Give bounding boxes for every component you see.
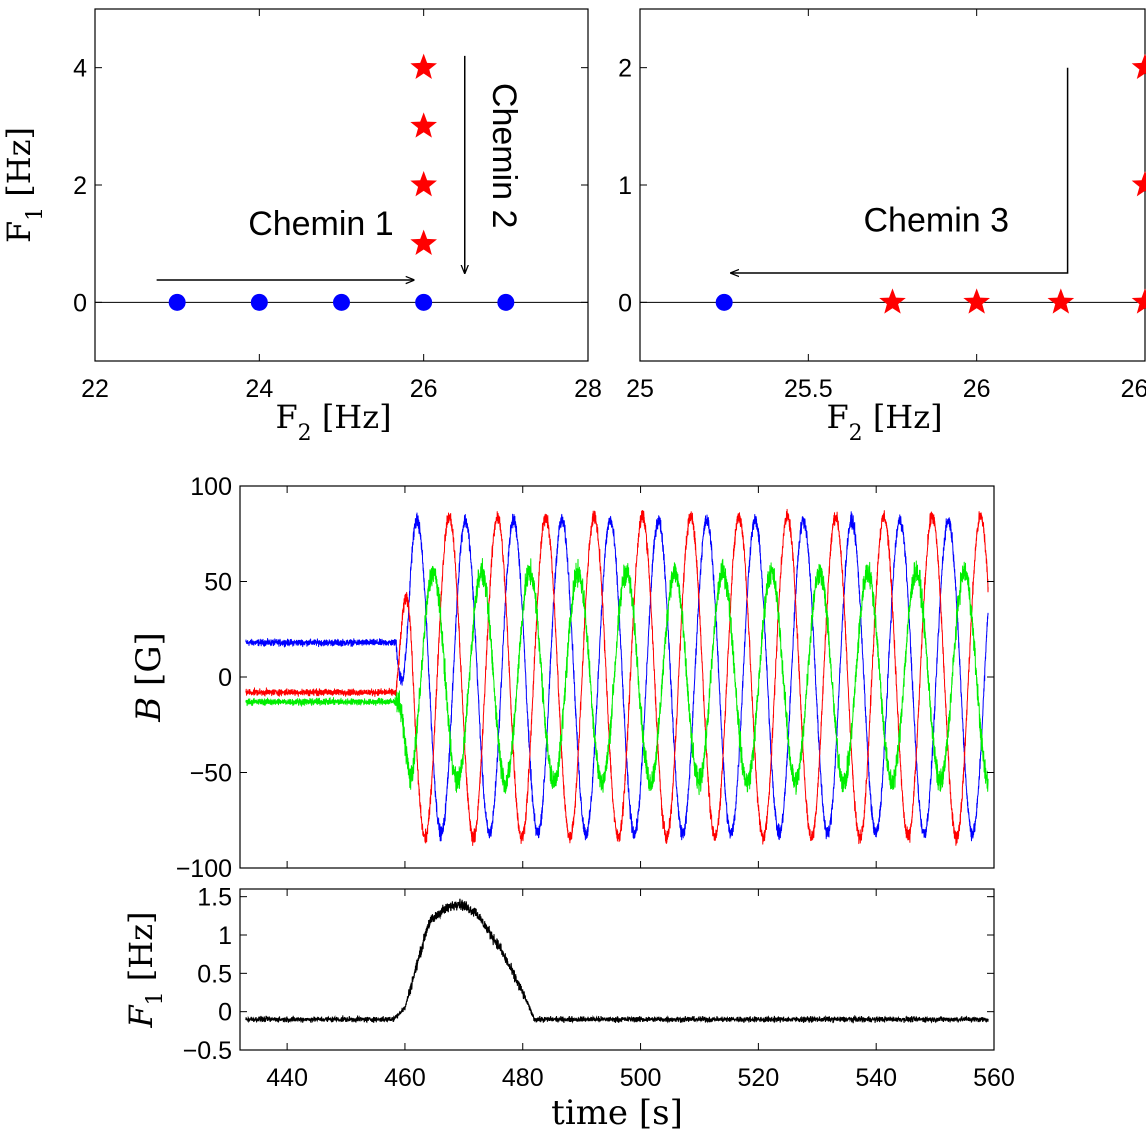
y-axis-label-main: B: [129, 697, 169, 723]
series-group: [245, 508, 989, 846]
y-tick-label: 1.5: [197, 884, 232, 912]
x-tick-label: 26: [410, 375, 438, 403]
x-tick-label: 24: [245, 375, 273, 403]
data-point-star: [1131, 288, 1146, 314]
data-point-star: [410, 229, 437, 255]
x-tick-label: 560: [973, 1064, 1015, 1092]
x-tick-label: 25.5: [784, 375, 833, 403]
data-point-circle: [715, 293, 733, 311]
y-tick-label: 0: [618, 289, 632, 317]
y-tick-label: −0.5: [183, 1037, 232, 1065]
y-tick-label: 0: [218, 999, 232, 1027]
series-line: [245, 508, 989, 846]
x-axis-label-unit: [Hz]: [312, 398, 392, 436]
y-tick-label: 100: [190, 473, 232, 501]
annotation-label: Chemin 3: [864, 202, 1010, 240]
x-axis-label-main: F: [275, 398, 297, 436]
x-axis-label-sub: 2: [849, 421, 863, 446]
x-axis-label-sub: 2: [298, 421, 312, 446]
y-tick-label: 2: [618, 55, 632, 83]
data-point-star: [1131, 171, 1146, 197]
y-axis-label-sub: 1: [23, 207, 48, 221]
y-tick-label: −100: [176, 855, 232, 883]
x-tick-label: 26.5: [1121, 375, 1146, 403]
y-tick-label: 1: [618, 172, 632, 200]
data-point-star: [410, 171, 437, 197]
y-tick-label: 4: [73, 55, 87, 83]
x-tick-label: 440: [266, 1064, 308, 1092]
x-tick-label: 500: [620, 1064, 662, 1092]
data-point-star: [1047, 288, 1075, 314]
arrow: [731, 67, 1069, 273]
data-point-star: [410, 53, 437, 79]
series-line: [245, 511, 989, 842]
y-axis-label-unit: [Hz]: [122, 911, 160, 991]
y-tick-label: 2: [73, 172, 87, 200]
x-tick-label: 25: [626, 375, 654, 403]
y-axis-label-sub: 1: [143, 991, 168, 1005]
x-tick-label: 520: [738, 1064, 780, 1092]
x-axis-label: time [s]: [551, 1093, 683, 1133]
x-tick-label: 22: [81, 375, 109, 403]
chart-magnetic-field: −100 −50 0 50 100 B [G]: [129, 473, 995, 883]
y-axis-label: F1 [Hz]: [122, 911, 168, 1028]
data-point-circle: [415, 293, 433, 311]
axes-frame: [239, 485, 995, 869]
x-tick-label: 28: [574, 375, 602, 403]
data-point-circle: [168, 293, 186, 311]
data-point-star: [879, 288, 906, 314]
axes-frame: [239, 888, 995, 1051]
y-axis-label-main: F: [0, 221, 38, 243]
x-tick-label: 26: [963, 375, 991, 403]
data-point-star: [410, 112, 437, 138]
y-tick-label: 50: [204, 569, 232, 597]
annotation-label: Chemin 2: [485, 83, 523, 229]
y-tick-label: −50: [190, 760, 232, 788]
y-tick-label: 0.5: [197, 960, 232, 988]
x-axis-label-main: F: [826, 398, 848, 436]
series-line: [245, 898, 989, 1024]
x-axis-label: F2 [Hz]: [826, 398, 942, 446]
y-axis-label-unit: [G]: [129, 632, 169, 697]
annotation-label: Chemin 1: [248, 205, 394, 243]
data-point-circle: [333, 293, 350, 311]
data-point-circle: [250, 293, 268, 311]
x-axis-label: F2 [Hz]: [275, 398, 391, 446]
x-tick-label: 480: [502, 1064, 544, 1092]
x-tick-label: 540: [855, 1064, 897, 1092]
data-point-star: [963, 288, 990, 314]
x-tick-label: 460: [384, 1064, 426, 1092]
y-axis-label-main: F: [122, 1004, 160, 1029]
y-axis-label-unit: [Hz]: [0, 127, 38, 207]
series-line: [245, 558, 989, 796]
y-axis-label: F1 [Hz]: [0, 127, 48, 243]
y-tick-label: 1: [218, 922, 232, 950]
y-tick-label: 0: [73, 289, 87, 317]
y-tick-label: 0: [218, 664, 232, 692]
data-point-star: [1131, 53, 1146, 79]
data-point-circle: [497, 293, 515, 311]
chart-frequency: 440 460 480 500 520 540 560−0.500.511.5F1 [Hz]…: [122, 884, 1015, 1133]
x-axis-label-unit: [Hz]: [863, 398, 943, 436]
y-axis-label: B [G]: [129, 632, 169, 723]
